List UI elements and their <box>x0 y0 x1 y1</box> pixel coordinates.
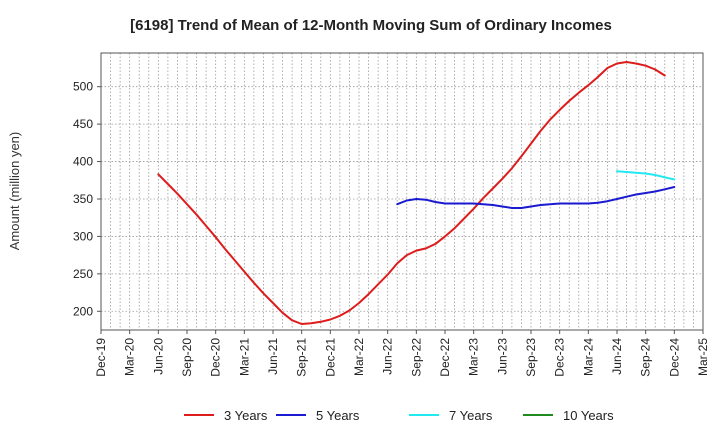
legend-label: 5 Years <box>316 408 360 423</box>
x-tick-label: Dec-20 <box>209 338 223 377</box>
y-tick-label: 350 <box>73 192 93 206</box>
x-tick-label: Dec-21 <box>323 338 337 377</box>
x-tick-label: Dec-19 <box>94 338 108 377</box>
grid-lines <box>100 53 704 330</box>
legend: 3 Years 5 Years 7 Years 10 Years <box>184 408 614 423</box>
legend-item: 5 Years <box>276 408 360 423</box>
x-tick-label: Jun-21 <box>266 338 280 375</box>
x-tick-label: Dec-23 <box>553 338 567 377</box>
chart-title: [6198] Trend of Mean of 12-Month Moving … <box>130 17 612 34</box>
x-tick-label: Mar-24 <box>581 338 595 376</box>
x-tick-label: Dec-22 <box>438 338 452 377</box>
x-tick-label: Jun-20 <box>151 338 165 375</box>
legend-label: 3 Years <box>224 408 268 423</box>
y-tick-label: 200 <box>73 304 93 318</box>
plot-area <box>100 52 704 331</box>
x-tick-label: Mar-25 <box>696 338 710 376</box>
series-line-7-years <box>616 170 676 181</box>
x-tick-label: Mar-23 <box>467 338 481 376</box>
y-tick-label: 400 <box>73 155 93 169</box>
legend-label: 7 Years <box>449 408 493 423</box>
legend-item: 7 Years <box>409 408 493 423</box>
y-tick-label: 500 <box>73 80 93 94</box>
x-tick-label: Sep-24 <box>639 338 653 377</box>
x-tick-label: Sep-22 <box>409 338 423 377</box>
series-line-5-years <box>396 186 676 209</box>
legend-label: 10 Years <box>563 408 614 423</box>
x-axis-ticks: Dec-19 Mar-20 Jun-20 Sep-20 Dec-20 Mar-21 Jun-… <box>94 330 710 377</box>
x-tick-label: Jun-24 <box>610 338 624 375</box>
x-tick-label: Mar-20 <box>123 338 137 376</box>
x-tick-label: Jun-22 <box>381 338 395 375</box>
y-tick-label: 300 <box>73 229 93 243</box>
x-tick-label: Sep-20 <box>180 338 194 377</box>
x-tick-label: Dec-24 <box>667 338 681 377</box>
x-tick-label: Jun-23 <box>495 338 509 375</box>
series-line-3-years <box>157 61 666 325</box>
x-tick-label: Mar-21 <box>237 338 251 376</box>
y-axis-ticks: 200 250 300 350 400 450 500 <box>73 80 101 318</box>
y-tick-label: 450 <box>73 117 93 131</box>
legend-item: 3 Years <box>184 408 268 423</box>
legend-item: 10 Years <box>523 408 614 423</box>
x-tick-label: Sep-23 <box>524 338 538 377</box>
series-layer <box>157 61 676 325</box>
y-axis-label: Amount (million yen) <box>7 132 22 251</box>
x-tick-label: Sep-21 <box>295 338 309 377</box>
x-tick-label: Mar-22 <box>352 338 366 376</box>
y-tick-label: 250 <box>73 267 93 281</box>
